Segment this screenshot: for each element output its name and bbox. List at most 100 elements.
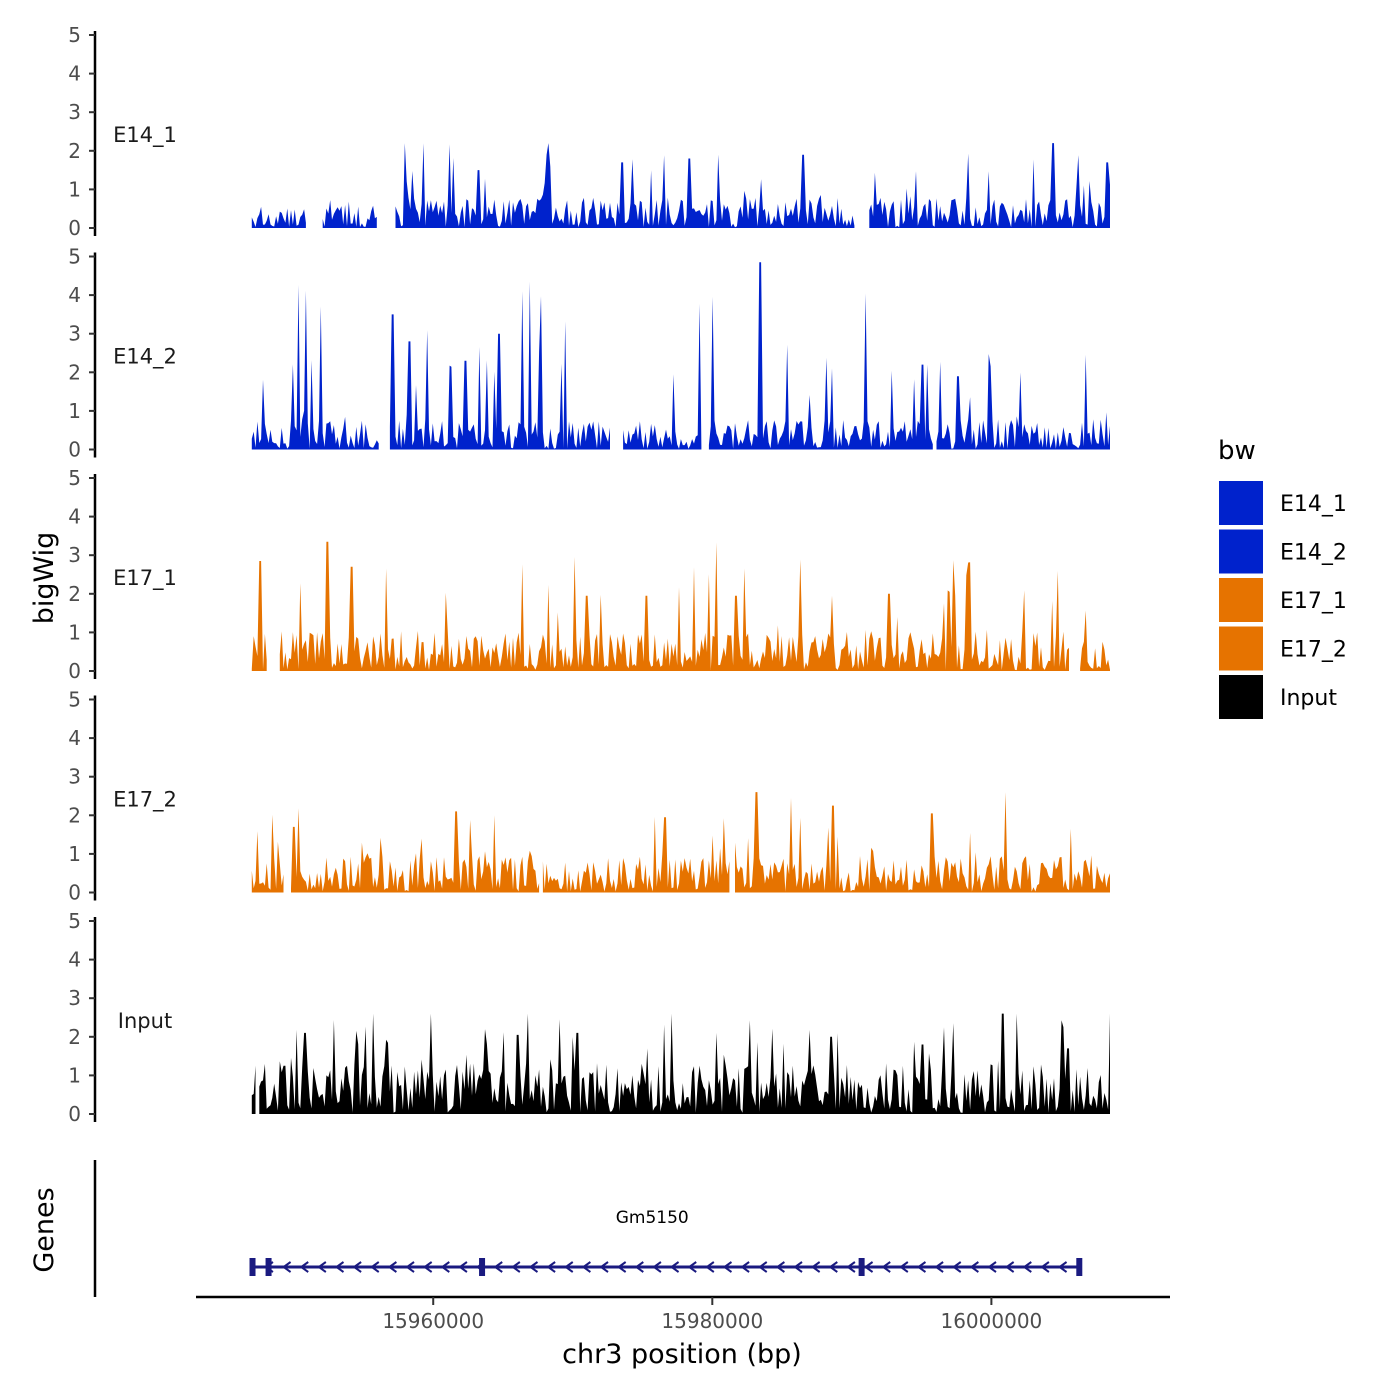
- gene-exon: [479, 1258, 486, 1276]
- signal-area-E14_2: [936, 354, 1110, 450]
- track-label-Input: Input: [118, 1009, 172, 1033]
- gene-exon: [1076, 1258, 1083, 1276]
- strand-chevron: [934, 1261, 944, 1273]
- signal-area-E14_1: [322, 200, 377, 228]
- signal-area-Input: [259, 1013, 1110, 1114]
- y-tick-label: 4: [68, 726, 81, 750]
- legend-swatch-E17_2: [1217, 624, 1265, 673]
- signal-area-E14_2: [389, 281, 610, 450]
- track-E14_2: 0 1 2 3 4 5 E14_2: [68, 245, 1110, 462]
- y-tick-label: 1: [68, 177, 81, 201]
- legend: bw E14_1 E14_2 E17_1 E17_2 Input: [1217, 436, 1347, 721]
- track-label-E14_1: E14_1: [113, 123, 177, 148]
- strand-chevron: [405, 1261, 415, 1273]
- strand-chevron: [387, 1261, 397, 1273]
- strand-chevron: [828, 1261, 838, 1273]
- legend-label-E14_2: E14_2: [1280, 541, 1347, 566]
- gene-exon: [265, 1258, 272, 1276]
- y-tick-label: 1: [68, 620, 81, 644]
- signal-area-E14_2: [708, 262, 933, 450]
- strand-chevron: [634, 1261, 644, 1273]
- y-tick-label: 3: [68, 765, 81, 789]
- strand-chevron: [987, 1261, 997, 1273]
- track-Input: 0 1 2 3 4 5 Input: [68, 909, 1110, 1126]
- track-label-E17_1: E17_1: [113, 566, 177, 591]
- strand-chevron: [669, 1261, 680, 1273]
- legend-label-E14_1: E14_1: [1280, 492, 1347, 517]
- y-tick-label: 0: [68, 881, 81, 905]
- track-E17_2: 0 1 2 3 4 5 E17_2: [68, 688, 1110, 905]
- strand-chevron: [687, 1261, 697, 1273]
- strand-chevron: [616, 1261, 627, 1273]
- y-tick-label: 1: [68, 399, 81, 423]
- y-tick-label: 2: [68, 582, 81, 606]
- signal-area-E14_1: [869, 143, 1110, 228]
- y-tick-label: 2: [68, 803, 81, 827]
- x-axis-title: chr3 position (bp): [562, 1339, 802, 1370]
- y-tick-label: 5: [68, 23, 81, 47]
- strand-chevron: [775, 1261, 785, 1273]
- gene-track: Gm5150: [93, 1160, 1083, 1297]
- y-tick-label: 5: [68, 909, 81, 933]
- track-E17_1: 0 1 2 3 4 5 E17_1: [68, 466, 1110, 683]
- y-tick-label: 0: [68, 659, 81, 683]
- strand-chevron: [1004, 1261, 1015, 1273]
- y-tick-label: 5: [68, 245, 81, 269]
- strand-chevron: [528, 1261, 539, 1273]
- y-tick-label: 3: [68, 543, 81, 567]
- track-E14_1: 0 1 2 3 4 5 E14_1: [68, 23, 1110, 240]
- y-tick-label: 1: [68, 842, 81, 866]
- legend-swatch-Input: [1217, 673, 1265, 721]
- y-tick-label: 4: [68, 505, 81, 529]
- y-tick-label: 0: [68, 1102, 81, 1126]
- strand-chevron: [299, 1261, 309, 1273]
- gene-exon: [858, 1258, 865, 1276]
- strand-chevron: [1022, 1261, 1032, 1273]
- strand-chevron: [863, 1261, 874, 1273]
- strand-chevron: [458, 1261, 468, 1273]
- strand-chevron: [422, 1261, 433, 1273]
- y-tick-label: 3: [68, 100, 81, 124]
- strand-chevron: [334, 1261, 345, 1273]
- strand-chevron: [581, 1261, 591, 1273]
- strand-chevron: [1040, 1261, 1050, 1273]
- strand-chevron: [546, 1261, 556, 1273]
- strand-chevron: [493, 1261, 503, 1273]
- strand-chevron: [916, 1261, 927, 1273]
- x-tick-label: 15980000: [661, 1309, 763, 1333]
- y-tick-label: 3: [68, 322, 81, 346]
- y-tick-label: 5: [68, 466, 81, 490]
- strand-chevron: [511, 1261, 521, 1273]
- y-tick-label: 4: [68, 283, 81, 307]
- strand-chevron: [881, 1261, 891, 1273]
- legend-label-E17_2: E17_2: [1280, 638, 1347, 663]
- strand-chevron: [281, 1261, 292, 1273]
- y-tick-label: 5: [68, 688, 81, 712]
- strand-chevron: [846, 1261, 856, 1273]
- y-tick-label: 4: [68, 948, 81, 972]
- signal-area-E17_1: [279, 541, 1069, 671]
- legend-title: bw: [1218, 436, 1256, 466]
- x-tick-label: 15960000: [382, 1309, 484, 1333]
- strand-chevron: [740, 1261, 750, 1273]
- strand-chevron: [1057, 1261, 1068, 1273]
- gene-exon: [249, 1258, 256, 1276]
- track-label-E17_2: E17_2: [113, 788, 177, 813]
- strand-chevron: [352, 1261, 362, 1273]
- y-tick-label: 2: [68, 360, 81, 384]
- signal-area-E17_2: [542, 816, 730, 893]
- legend-label-E17_1: E17_1: [1280, 589, 1347, 614]
- gene-name-label: Gm5150: [616, 1208, 689, 1228]
- signal-area-E17_2: [251, 814, 284, 893]
- signal-area-E14_1: [251, 206, 306, 228]
- y-tick-label: 0: [68, 216, 81, 240]
- strand-chevron: [810, 1261, 821, 1273]
- strand-chevron: [564, 1261, 574, 1273]
- signal-area-E17_1: [1080, 610, 1110, 671]
- strand-chevron: [599, 1261, 609, 1273]
- y-tick-label: 3: [68, 986, 81, 1010]
- strand-chevron: [969, 1261, 979, 1273]
- strand-chevron: [370, 1261, 380, 1273]
- y-tick-label: 2: [68, 139, 81, 163]
